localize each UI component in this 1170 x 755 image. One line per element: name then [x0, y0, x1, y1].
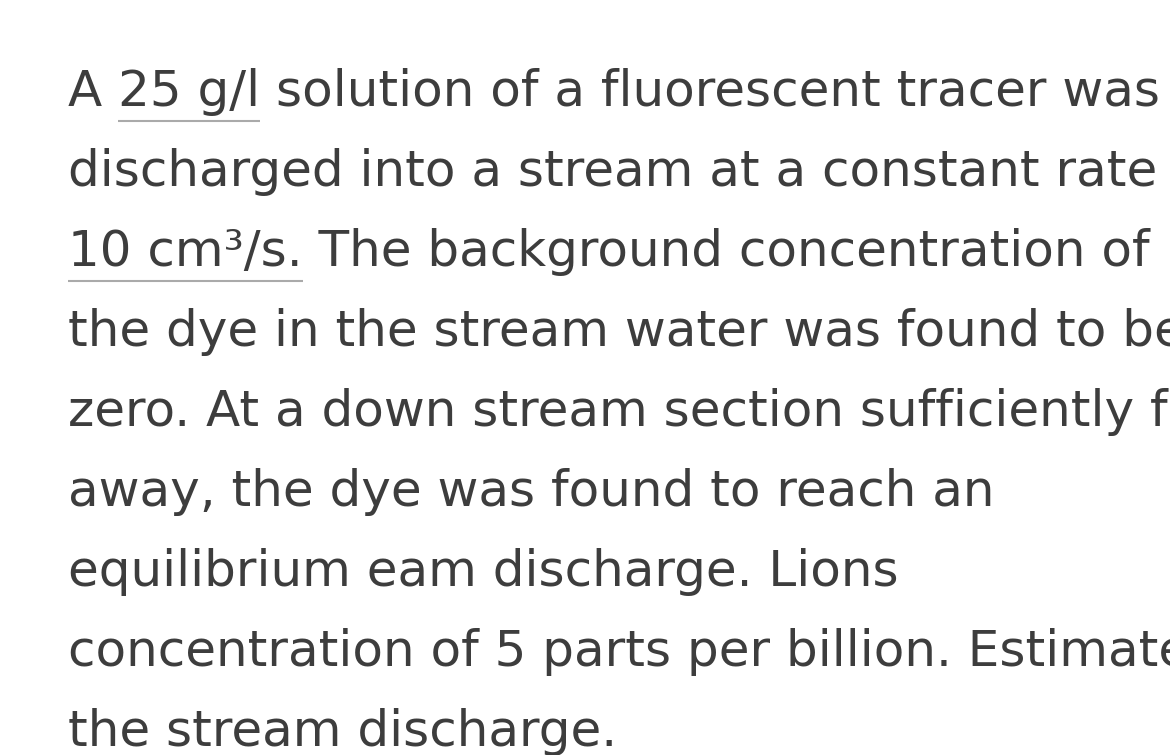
Text: 10 cm³/s. The background concentration of: 10 cm³/s. The background concentration o… — [68, 228, 1150, 276]
Text: discharged into a stream at a constant rate of: discharged into a stream at a constant r… — [68, 148, 1170, 196]
Text: the dye in the stream water was found to be: the dye in the stream water was found to… — [68, 308, 1170, 356]
Text: A 25 g/l solution of a fluorescent tracer was: A 25 g/l solution of a fluorescent trace… — [68, 68, 1159, 116]
Text: zero. At a down stream section sufficiently far: zero. At a down stream section sufficien… — [68, 388, 1170, 436]
Text: concentration of 5 parts per billion. Estimate: concentration of 5 parts per billion. Es… — [68, 628, 1170, 676]
Text: away, the dye was found to reach an: away, the dye was found to reach an — [68, 468, 994, 516]
Text: the stream discharge.: the stream discharge. — [68, 708, 617, 755]
Text: equilibrium eam discharge. Lions: equilibrium eam discharge. Lions — [68, 548, 899, 596]
